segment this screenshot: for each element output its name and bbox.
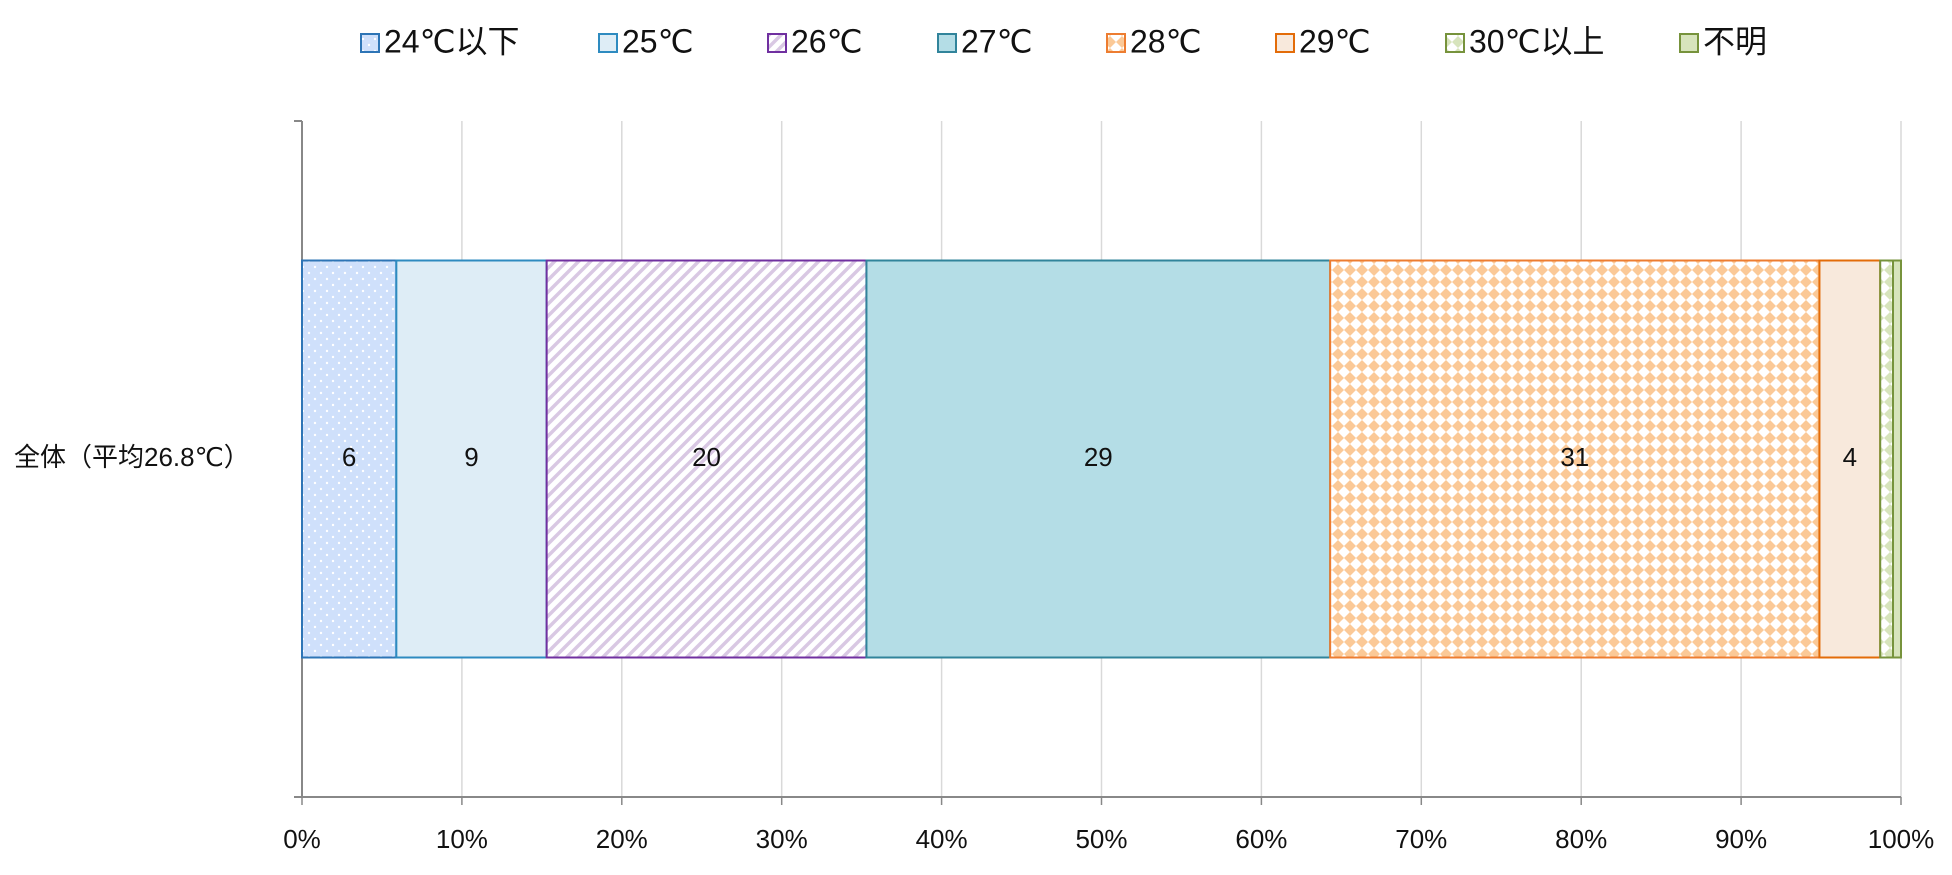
x-tick-label: 80% (1555, 824, 1607, 854)
bar-segment (1329, 259, 1821, 659)
legend-label: 不明 (1703, 23, 1767, 59)
legend-swatch (1445, 33, 1465, 53)
bar-segment (865, 259, 1332, 659)
bar-segment (1892, 259, 1903, 659)
x-tick-label: 40% (916, 824, 968, 854)
data-label: 29 (1084, 442, 1113, 472)
legend-swatch (937, 33, 957, 53)
x-tick-label: 30% (756, 824, 808, 854)
x-tick-label: 60% (1235, 824, 1287, 854)
legend-label: 29℃ (1299, 23, 1371, 59)
legend-swatch (598, 33, 618, 53)
data-label: 31 (1560, 442, 1589, 472)
bar-segment (1818, 259, 1882, 659)
x-tick-label: 100% (1868, 824, 1935, 854)
data-label: 20 (692, 442, 721, 472)
legend-swatch (1275, 33, 1295, 53)
legend-label: 30℃以上 (1469, 23, 1605, 59)
x-tick-label: 20% (596, 824, 648, 854)
data-label: 4 (1843, 442, 1857, 472)
bar-segment (545, 259, 868, 659)
x-tick-label: 0% (283, 824, 321, 854)
bar-segment (395, 259, 548, 659)
legend-swatch (360, 33, 380, 53)
legend-label: 28℃ (1130, 23, 1202, 59)
category-label: 全体（平均26.8℃） (14, 442, 250, 472)
x-tick-label: 70% (1395, 824, 1447, 854)
bar-segment (1879, 259, 1895, 659)
x-tick-label: 90% (1715, 824, 1767, 854)
x-tick-label: 10% (436, 824, 488, 854)
legend-label: 25℃ (622, 23, 694, 59)
legend-swatch (1679, 33, 1699, 53)
legend-swatch (1106, 33, 1126, 53)
legend-label: 27℃ (961, 23, 1033, 59)
data-label: 9 (464, 442, 478, 472)
x-tick-label: 50% (1075, 824, 1127, 854)
legend-swatch (767, 33, 787, 53)
bar-segment (301, 259, 398, 659)
legend-label: 26℃ (791, 23, 863, 59)
legend-label: 24℃以下 (384, 23, 520, 59)
data-label: 6 (342, 442, 356, 472)
